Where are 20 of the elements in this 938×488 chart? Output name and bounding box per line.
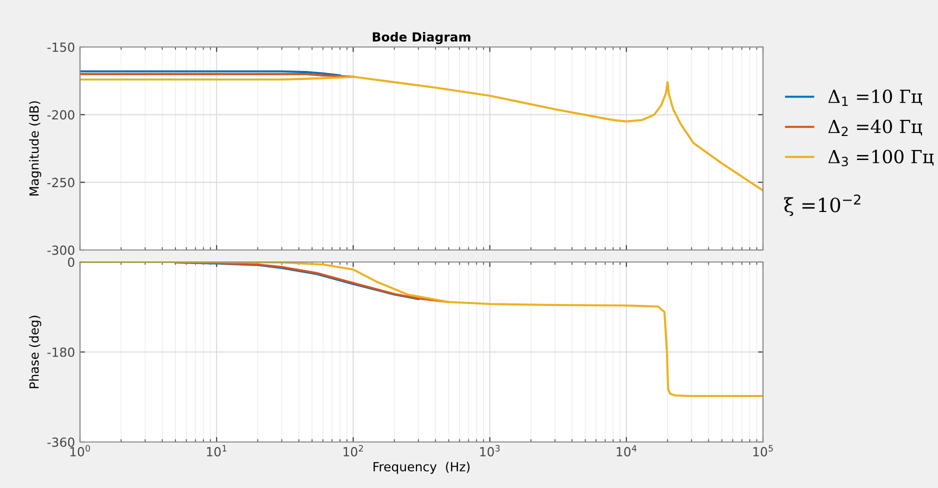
x-tick-label: 10$^{1}$ xyxy=(206,445,226,456)
legend-label: Δ$_{1}$ =10 Гц xyxy=(828,90,922,106)
y-tick-label: -150 xyxy=(47,42,74,52)
y-axis-title: Phase (deg) xyxy=(29,316,42,388)
x-tick-label: 10$^{4}$ xyxy=(616,445,636,456)
text: ξ =10$^{−2}$ xyxy=(784,194,860,216)
legend-label: Δ$_{2}$ =40 Гц xyxy=(828,120,922,136)
y-tick-label: -200 xyxy=(47,110,74,120)
legend-label: Δ$_{3}$ =100 Гц xyxy=(828,150,934,166)
x-tick-label: 10$^{3}$ xyxy=(480,444,500,456)
y-tick-label: -300 xyxy=(47,245,74,255)
x-tick-label: 10$^{2}$ xyxy=(344,444,363,456)
y-tick-label: -360 xyxy=(47,437,74,447)
y-tick-label: -250 xyxy=(47,178,74,188)
x-axis-title: Frequency (Hz) xyxy=(374,462,470,474)
chart-title: Bode Diagram xyxy=(372,32,470,44)
y-axis-title: Magnitude (dB) xyxy=(29,101,42,196)
y-tick-label: 0 xyxy=(68,257,74,267)
x-tick-label: 10$^{5}$ xyxy=(753,445,773,456)
y-tick-label: -180 xyxy=(47,347,74,357)
